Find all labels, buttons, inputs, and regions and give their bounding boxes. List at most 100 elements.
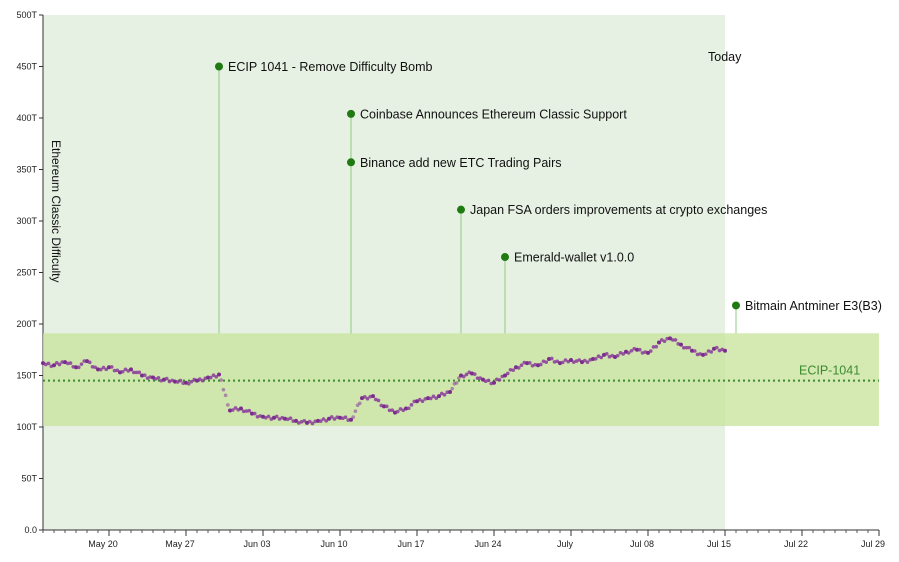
- data-point: [654, 344, 659, 349]
- data-point: [648, 349, 653, 353]
- data-point: [442, 393, 447, 397]
- data-point: [358, 401, 362, 406]
- data-point: [398, 407, 403, 411]
- data-point: [409, 403, 414, 407]
- data-point: [717, 348, 722, 353]
- data-point: [351, 415, 356, 419]
- data-point: [475, 376, 480, 380]
- data-point: [129, 367, 133, 372]
- data-point: [417, 397, 422, 402]
- data-point: [668, 336, 672, 341]
- event-label: ECIP 1041 - Remove Difficulty Bomb: [228, 60, 433, 74]
- data-point: [142, 373, 147, 378]
- data-point: [112, 368, 117, 373]
- data-point: [332, 417, 337, 421]
- data-point: [690, 348, 694, 353]
- data-point: [483, 379, 488, 383]
- data-point: [461, 374, 466, 379]
- ecip-line-label: ECIP-1041: [799, 364, 860, 378]
- data-point: [299, 420, 304, 424]
- x-tick-label: July: [557, 539, 574, 549]
- x-tick-label: Jun 24: [474, 539, 501, 549]
- data-point: [362, 395, 367, 399]
- data-point: [98, 367, 103, 372]
- data-point: [107, 365, 111, 370]
- data-point: [167, 379, 172, 384]
- x-tick-label: Jul 15: [707, 539, 731, 549]
- data-point: [637, 347, 642, 352]
- data-point: [252, 411, 257, 416]
- data-point: [115, 368, 120, 373]
- data-point: [651, 345, 656, 349]
- data-point: [434, 396, 439, 401]
- data-point: [74, 365, 78, 370]
- data-point: [404, 406, 408, 411]
- data-point: [87, 360, 92, 365]
- y-tick-label: 400T: [16, 113, 37, 123]
- data-point: [723, 348, 727, 353]
- data-point: [494, 377, 499, 382]
- data-point: [285, 417, 290, 422]
- data-point: [428, 396, 433, 401]
- data-point: [420, 399, 425, 404]
- data-point: [233, 406, 238, 410]
- chart-axes: 0.0 50T 100T 150T 200T 250T 300T 350T 400T 450T 50…: [16, 10, 885, 549]
- data-point: [635, 347, 639, 352]
- data-point: [549, 356, 554, 361]
- event-dot: [347, 109, 355, 118]
- data-point: [353, 409, 358, 413]
- data-point: [514, 365, 518, 370]
- data-point: [90, 365, 95, 369]
- data-point: [137, 370, 142, 375]
- data-point: [516, 366, 521, 370]
- data-point: [134, 370, 139, 375]
- data-point: [563, 358, 568, 362]
- data-point: [604, 352, 609, 356]
- data-point: [547, 357, 551, 362]
- y-tick-label: 200T: [16, 319, 37, 329]
- data-point: [376, 398, 381, 403]
- data-point: [316, 418, 320, 423]
- data-point: [324, 419, 329, 423]
- data-point: [82, 359, 87, 363]
- y-tick-label: 450T: [16, 62, 37, 72]
- data-point: [302, 418, 307, 423]
- data-point: [164, 376, 169, 381]
- data-point: [186, 381, 191, 386]
- data-point: [646, 350, 650, 355]
- data-point: [687, 345, 692, 350]
- data-point: [219, 378, 223, 382]
- data-point: [659, 338, 664, 342]
- data-point: [255, 414, 260, 419]
- data-point: [76, 365, 81, 370]
- x-tick-label: Jun 10: [320, 539, 347, 549]
- data-point: [618, 350, 623, 355]
- data-point: [211, 373, 216, 378]
- target-band: [43, 333, 879, 426]
- data-point: [596, 354, 601, 358]
- data-point: [464, 372, 469, 377]
- y-tick-label: 250T: [16, 268, 37, 278]
- data-point: [200, 378, 205, 383]
- data-point: [481, 377, 485, 382]
- data-point: [437, 394, 441, 399]
- data-point: [431, 394, 436, 399]
- data-point: [415, 399, 419, 404]
- data-point: [681, 345, 686, 350]
- data-point: [662, 339, 667, 344]
- data-point: [79, 362, 84, 366]
- data-point: [373, 397, 378, 402]
- data-point: [244, 409, 249, 413]
- data-point: [68, 361, 73, 365]
- data-point: [296, 421, 301, 425]
- data-point: [145, 376, 150, 380]
- data-point: [239, 406, 243, 411]
- data-point: [626, 351, 631, 355]
- chart-backdrop: [43, 15, 725, 530]
- data-point: [593, 356, 598, 361]
- data-point: [46, 361, 51, 366]
- data-point: [263, 415, 268, 420]
- data-point: [52, 363, 56, 368]
- data-point: [457, 376, 461, 380]
